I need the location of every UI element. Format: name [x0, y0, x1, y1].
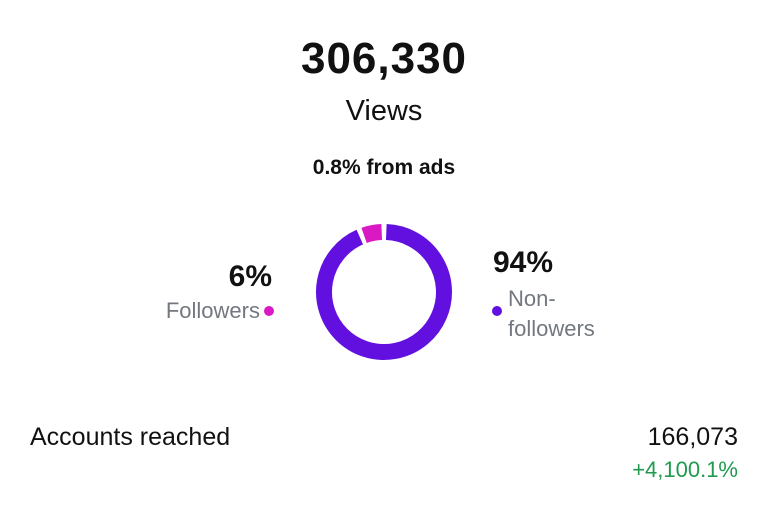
- stat-label: Accounts reached: [30, 423, 231, 451]
- donut-segment: [361, 224, 383, 244]
- legend-label: Non-followers: [508, 286, 595, 341]
- stat-change: +4,100.1%: [632, 457, 738, 482]
- donut-segment: [316, 224, 452, 360]
- legend-dot: [264, 306, 274, 316]
- donut-chart: [316, 224, 452, 360]
- legend-value: 94%: [493, 246, 554, 279]
- legend-dot: [492, 306, 502, 316]
- legend-value: 6%: [228, 260, 272, 293]
- views-label: Views: [345, 95, 423, 127]
- stat-value: 166,073: [647, 423, 738, 451]
- views-total: 306,330: [300, 34, 468, 83]
- legend-label: Followers: [165, 298, 260, 323]
- ads-note: 0.8% from ads: [312, 156, 456, 179]
